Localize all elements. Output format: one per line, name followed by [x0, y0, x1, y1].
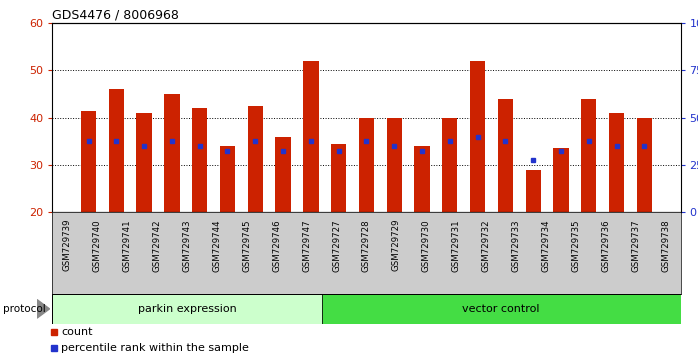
Text: GSM729746: GSM729746 [272, 219, 281, 272]
Bar [554, 148, 569, 212]
Text: GSM729744: GSM729744 [212, 219, 221, 272]
Bar [137, 113, 151, 212]
Text: GDS4476 / 8006968: GDS4476 / 8006968 [52, 9, 179, 22]
Text: GSM729741: GSM729741 [123, 219, 132, 272]
Bar [359, 118, 374, 212]
Text: GSM729731: GSM729731 [452, 219, 461, 272]
Bar [276, 137, 291, 212]
Text: GSM729735: GSM729735 [572, 219, 580, 272]
Text: vector control: vector control [462, 304, 540, 314]
Bar [581, 99, 596, 212]
Bar [303, 61, 318, 212]
Text: GSM729730: GSM729730 [422, 219, 431, 272]
Text: GSM729745: GSM729745 [242, 219, 251, 272]
Text: GSM729747: GSM729747 [302, 219, 311, 272]
Text: GSM729736: GSM729736 [601, 219, 610, 272]
Text: protocol: protocol [3, 304, 46, 314]
Text: GSM729734: GSM729734 [542, 219, 551, 272]
Text: GSM729733: GSM729733 [512, 219, 521, 272]
Text: GSM729738: GSM729738 [661, 219, 670, 272]
Text: GSM729739: GSM729739 [63, 219, 72, 272]
Bar [192, 108, 207, 212]
Text: GSM729727: GSM729727 [332, 219, 341, 272]
Text: GSM729728: GSM729728 [362, 219, 371, 272]
Text: GSM729740: GSM729740 [93, 219, 102, 272]
Bar [415, 146, 430, 212]
Polygon shape [37, 299, 50, 318]
Bar [220, 146, 235, 212]
Text: GSM729742: GSM729742 [153, 219, 161, 272]
Bar [498, 99, 513, 212]
Text: count: count [61, 327, 93, 337]
Bar [609, 113, 624, 212]
Text: GSM729737: GSM729737 [631, 219, 640, 272]
Bar [164, 94, 179, 212]
Bar [387, 118, 402, 212]
Bar [81, 110, 96, 212]
Bar [322, 294, 681, 324]
Text: GSM729732: GSM729732 [482, 219, 491, 272]
Bar [52, 294, 322, 324]
Bar [470, 61, 485, 212]
Bar [248, 106, 263, 212]
Text: GSM729729: GSM729729 [392, 219, 401, 272]
Text: percentile rank within the sample: percentile rank within the sample [61, 343, 249, 353]
Bar [442, 118, 457, 212]
Text: GSM729743: GSM729743 [182, 219, 191, 272]
Bar [637, 118, 652, 212]
Bar [526, 170, 541, 212]
Bar [331, 144, 346, 212]
Text: parkin expression: parkin expression [138, 304, 237, 314]
Bar [109, 89, 124, 212]
